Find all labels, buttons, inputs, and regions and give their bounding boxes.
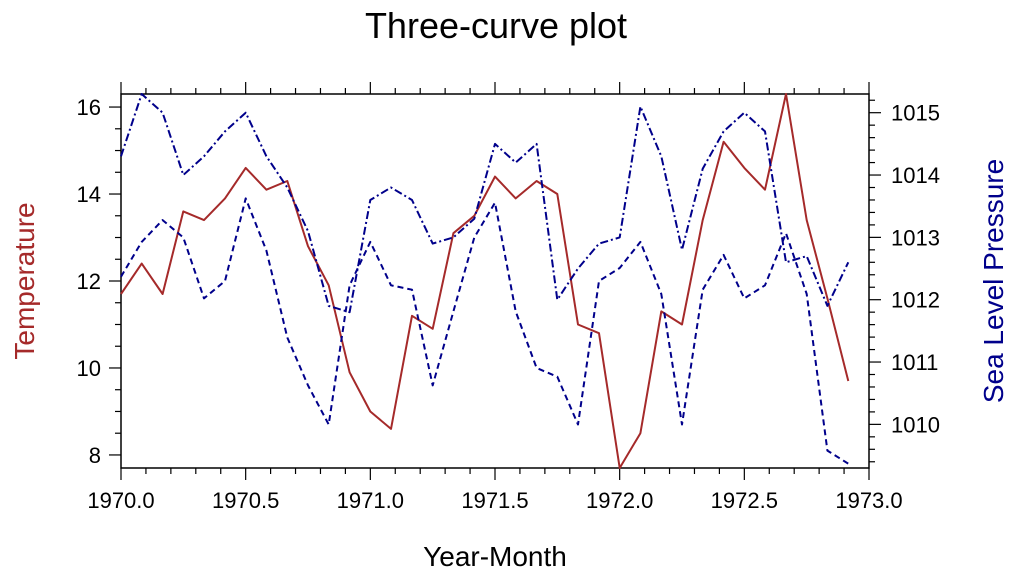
y-right-tick-label: 1011 — [891, 350, 938, 375]
x-tick-label: 1970.0 — [87, 488, 154, 513]
series-group — [120, 93, 850, 469]
y-right-tick-label: 1010 — [891, 412, 940, 437]
plot-frame — [120, 93, 870, 469]
x-tick-label: 1972.0 — [586, 488, 653, 513]
pressure-line — [120, 93, 850, 314]
y-right-tick-label: 1015 — [891, 101, 940, 126]
x-axis-label: Year-Month — [423, 541, 567, 572]
y-axis-label-left: Temperature — [9, 202, 40, 359]
y-left-tick-label: 8 — [89, 443, 101, 468]
y-left-tick-label: 12 — [77, 269, 101, 294]
x-axis: 1970.0 1970.5 1971.0 1971.5 1972.0 1972.5 1973… — [87, 82, 903, 513]
y-axis-label-right: Sea Level Pressure — [978, 159, 1009, 403]
x-tick-label: 1971.5 — [461, 488, 528, 513]
x-tick-label: 1972.5 — [711, 488, 778, 513]
y-right-tick-label: 1013 — [891, 225, 940, 250]
y-left-tick-label: 16 — [77, 95, 101, 120]
y-left-tick-label: 14 — [77, 182, 101, 207]
third-curve-line — [120, 197, 849, 465]
y-axis-right: 1010 1011 1012 1013 1014 1015 — [869, 99, 940, 463]
x-tick-label: 1970.5 — [212, 488, 279, 513]
y-axis-left: 8 10 12 14 16 — [77, 95, 121, 468]
x-tick-label: 1973.0 — [835, 488, 902, 513]
plot-area: 1970.0 1970.5 1971.0 1971.5 1972.0 1972.5 1973… — [77, 82, 940, 513]
y-right-tick-label: 1014 — [891, 163, 940, 188]
y-right-tick-label: 1012 — [891, 288, 940, 313]
y-left-tick-label: 10 — [77, 356, 101, 381]
x-tick-label: 1971.0 — [337, 488, 404, 513]
chart-title: Three-curve plot — [365, 5, 627, 46]
temperature-line — [120, 93, 850, 469]
